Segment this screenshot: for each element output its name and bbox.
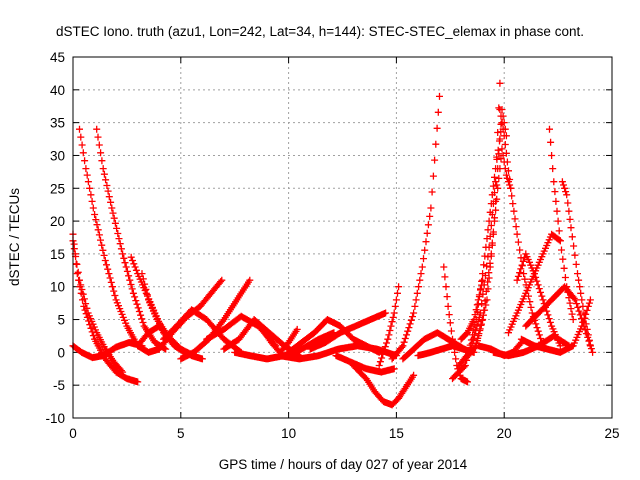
series-20 [349, 362, 418, 409]
series-markers [349, 362, 418, 409]
series-17 [306, 309, 390, 353]
y-tick-label: -5 [53, 378, 65, 393]
series-30 [470, 145, 515, 356]
y-tick-label: 25 [50, 181, 65, 196]
y-tick-label: 40 [50, 83, 65, 98]
y-axis-label: dSTEC / TECUs [7, 188, 22, 286]
y-tick-label: 45 [50, 50, 65, 65]
series-38 [522, 283, 597, 356]
series-32 [505, 230, 564, 337]
series-35 [546, 125, 577, 323]
series-39 [474, 339, 525, 360]
series-21 [375, 283, 403, 369]
ticks: -10 -5 0 5 10 15 20 25 30 35 40 45 0 5 10 15 20 25 [45, 50, 619, 441]
y-tick-label: -10 [45, 411, 65, 426]
series-15 [259, 325, 301, 356]
y-tick-label: 5 [57, 313, 65, 328]
data-points [69, 79, 597, 409]
y-tick-label: 10 [50, 280, 65, 295]
y-tick-label: 30 [50, 148, 65, 163]
chart-title: dSTEC Iono. truth (azu1, Lon=242, Lat=34… [56, 24, 584, 39]
series-markers [375, 283, 403, 369]
series-markers [474, 339, 525, 360]
x-tick-label: 10 [281, 426, 296, 441]
series-markers [522, 283, 597, 356]
x-tick-label: 25 [604, 426, 619, 441]
x-tick-label: 20 [497, 426, 512, 441]
series-markers [388, 92, 443, 363]
series-markers [546, 125, 577, 323]
y-tick-label: 15 [50, 247, 65, 262]
x-tick-label: 5 [177, 426, 185, 441]
series-markers [306, 309, 390, 353]
x-tick-label: 0 [69, 426, 77, 441]
series-3 [93, 125, 170, 353]
series-22 [388, 92, 443, 363]
series-markers [470, 145, 515, 356]
x-axis-label: GPS time / hours of day 027 of year 2014 [219, 457, 468, 472]
x-tick-label: 15 [389, 426, 404, 441]
series-markers [505, 230, 564, 337]
y-tick-label: 20 [50, 214, 65, 229]
series-markers [93, 125, 170, 353]
y-tick-label: 35 [50, 116, 65, 131]
plot-frame [72, 56, 613, 419]
y-tick-label: 0 [57, 345, 65, 360]
series-markers [259, 325, 301, 356]
